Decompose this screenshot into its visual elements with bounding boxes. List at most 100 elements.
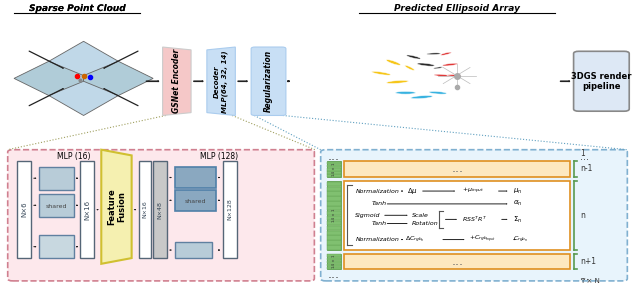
Text: ...: ... — [327, 268, 339, 281]
Text: shared: shared — [46, 204, 67, 209]
Polygon shape — [84, 61, 153, 96]
Text: ...: ... — [451, 255, 463, 268]
Text: Decoder
MLP(64, 32, 14): Decoder MLP(64, 32, 14) — [214, 50, 228, 113]
Text: N×6: N×6 — [21, 202, 27, 217]
Bar — [327, 254, 341, 257]
Ellipse shape — [372, 71, 391, 75]
Bar — [39, 167, 74, 190]
Bar — [327, 206, 341, 211]
Text: GSNet Encoder: GSNet Encoder — [172, 49, 181, 113]
Bar — [327, 235, 341, 240]
Bar — [327, 257, 341, 260]
Bar — [327, 221, 341, 225]
Polygon shape — [49, 75, 118, 115]
Text: 14 × 1: 14 × 1 — [332, 255, 336, 268]
Bar — [327, 162, 341, 164]
Bar — [327, 196, 341, 201]
Bar — [327, 231, 341, 235]
Bar — [327, 182, 341, 186]
Bar — [327, 174, 341, 177]
Polygon shape — [163, 47, 191, 115]
Text: 14 × 1: 14 × 1 — [332, 209, 336, 222]
Text: Sparse Point Cloud: Sparse Point Cloud — [29, 4, 125, 13]
Text: n-1: n-1 — [580, 164, 592, 173]
Text: Feature
Fusion: Feature Fusion — [107, 188, 126, 225]
Polygon shape — [207, 47, 236, 115]
Text: Normalization: Normalization — [355, 237, 399, 242]
Bar — [327, 261, 341, 263]
FancyBboxPatch shape — [573, 51, 629, 111]
Bar — [81, 161, 94, 258]
Bar — [39, 235, 74, 258]
Ellipse shape — [405, 65, 414, 70]
Text: MLP (128): MLP (128) — [200, 152, 239, 161]
Text: $+\mu_{input}$: $+\mu_{input}$ — [462, 186, 485, 196]
Bar — [17, 161, 31, 258]
Text: Rotation: Rotation — [412, 221, 438, 226]
Bar — [327, 192, 341, 196]
Text: 1: 1 — [580, 149, 585, 158]
Text: Regularization: Regularization — [264, 50, 273, 112]
Text: $\mu_n$: $\mu_n$ — [513, 186, 522, 196]
Ellipse shape — [386, 60, 401, 65]
FancyBboxPatch shape — [321, 150, 627, 281]
Text: $\Delta\mu$: $\Delta\mu$ — [407, 186, 418, 196]
FancyBboxPatch shape — [8, 150, 314, 281]
Text: n: n — [580, 211, 585, 220]
Text: ...: ... — [451, 162, 463, 175]
Bar — [140, 161, 150, 258]
Ellipse shape — [417, 63, 435, 66]
Polygon shape — [14, 61, 84, 96]
Ellipse shape — [442, 63, 458, 66]
Bar — [175, 242, 212, 258]
Text: Tanh: Tanh — [371, 221, 387, 226]
Bar — [153, 161, 167, 258]
Text: $+C_{rgb_{input}}$: $+C_{rgb_{input}}$ — [468, 234, 495, 245]
Text: Sigmoid: Sigmoid — [355, 213, 381, 218]
Bar — [327, 181, 341, 249]
Ellipse shape — [429, 91, 447, 94]
Bar — [327, 187, 341, 191]
Text: ...: ... — [580, 272, 589, 282]
Bar — [223, 161, 237, 258]
Text: ...: ... — [580, 152, 589, 162]
Bar — [327, 168, 341, 170]
Text: 3DGS render
pipeline: 3DGS render pipeline — [571, 71, 632, 91]
Bar — [327, 226, 341, 230]
Text: $\Delta C_{rgb_n}$: $\Delta C_{rgb_n}$ — [405, 234, 425, 245]
Text: T × N: T × N — [580, 278, 600, 284]
Text: N×16: N×16 — [84, 200, 90, 220]
Bar — [39, 194, 74, 217]
Text: $\alpha_n$: $\alpha_n$ — [513, 199, 522, 209]
FancyBboxPatch shape — [251, 47, 286, 115]
Bar — [327, 240, 341, 245]
Bar — [327, 161, 341, 177]
Text: N×16: N×16 — [143, 201, 147, 219]
Text: shared: shared — [184, 198, 206, 204]
Ellipse shape — [447, 75, 461, 76]
Bar — [327, 165, 341, 167]
Ellipse shape — [387, 80, 408, 84]
Ellipse shape — [427, 53, 441, 55]
Text: Tanh: Tanh — [371, 201, 387, 206]
Bar — [327, 211, 341, 215]
Text: $C_{rgb_n}$: $C_{rgb_n}$ — [513, 234, 528, 245]
Text: MLP (16): MLP (16) — [58, 152, 91, 161]
Ellipse shape — [406, 55, 420, 59]
Text: N×128: N×128 — [227, 199, 232, 221]
Bar — [327, 171, 341, 174]
Bar — [344, 161, 570, 177]
Bar — [344, 181, 570, 249]
Polygon shape — [101, 150, 132, 264]
Text: 14 × 1: 14 × 1 — [332, 162, 336, 176]
Bar — [327, 245, 341, 249]
Text: Normalization: Normalization — [355, 189, 399, 194]
Polygon shape — [49, 41, 118, 81]
Text: Scale: Scale — [412, 213, 429, 218]
Bar — [327, 267, 341, 270]
Bar — [175, 190, 216, 211]
Bar — [175, 167, 216, 188]
Ellipse shape — [411, 96, 433, 99]
Text: Predicted Ellipsoid Array: Predicted Ellipsoid Array — [394, 4, 520, 13]
Ellipse shape — [434, 74, 450, 77]
